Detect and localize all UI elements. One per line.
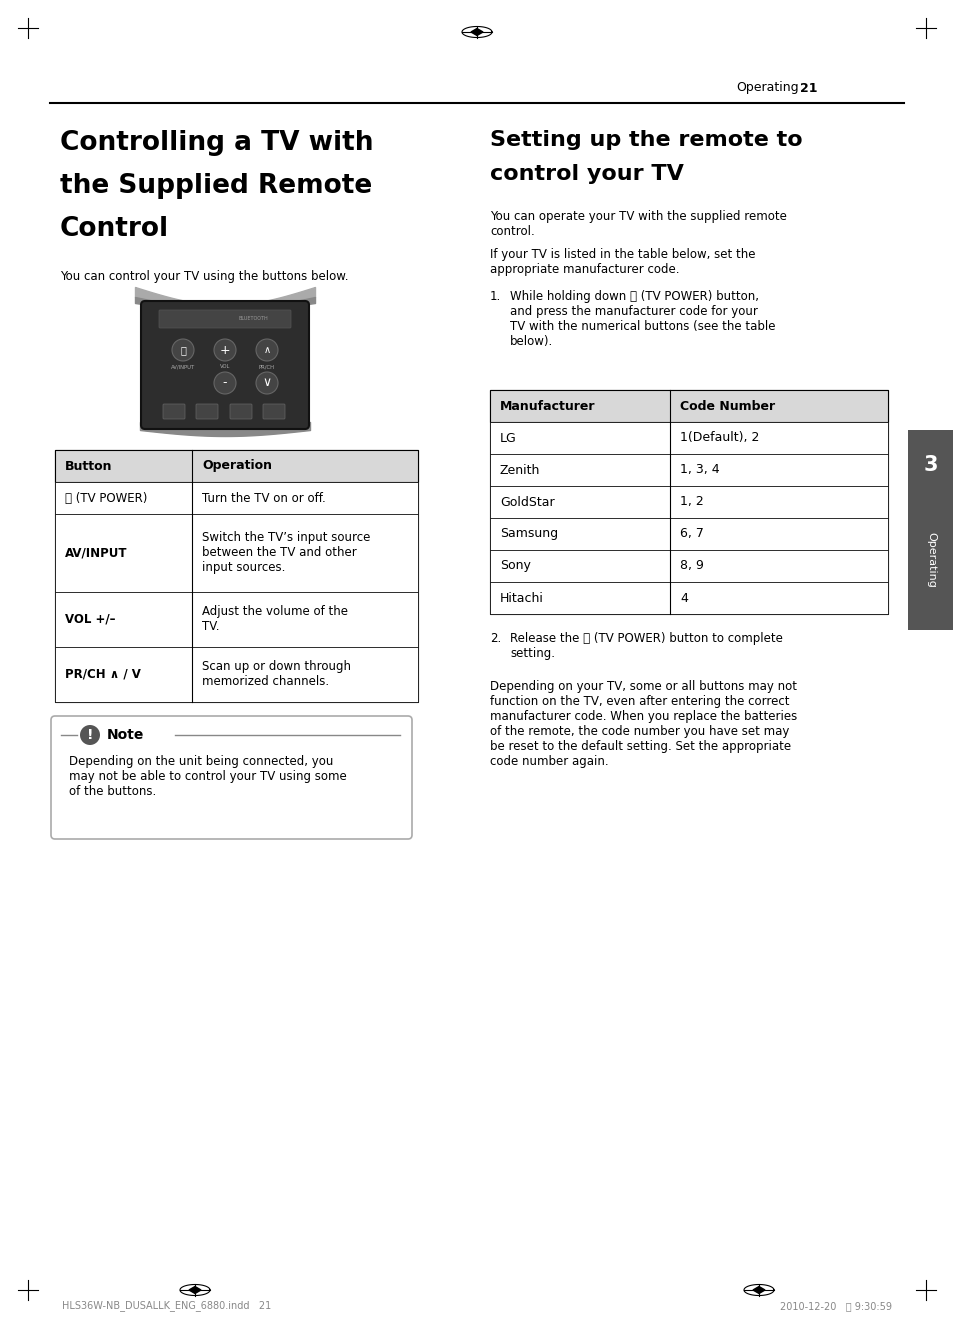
- Text: Button: Button: [65, 460, 112, 472]
- Text: Code Number: Code Number: [679, 399, 774, 413]
- Circle shape: [213, 339, 235, 361]
- Text: 1, 3, 4: 1, 3, 4: [679, 464, 719, 477]
- FancyBboxPatch shape: [141, 301, 309, 428]
- Bar: [490, 422, 887, 453]
- Text: Manufacturer: Manufacturer: [499, 399, 595, 413]
- Text: 1.: 1.: [490, 290, 500, 303]
- Text: 21: 21: [800, 82, 817, 95]
- FancyBboxPatch shape: [51, 716, 412, 840]
- Circle shape: [255, 372, 277, 394]
- Text: !: !: [87, 728, 93, 742]
- Text: 2.: 2.: [490, 633, 500, 645]
- Text: You can control your TV using the buttons below.: You can control your TV using the button…: [60, 270, 348, 283]
- Text: Switch the TV’s input source
between the TV and other
input sources.: Switch the TV’s input source between the…: [202, 531, 370, 575]
- Text: AV/INPUT: AV/INPUT: [171, 365, 195, 369]
- Text: HLS36W-NB_DUSALLK_ENG_6880.indd   21: HLS36W-NB_DUSALLK_ENG_6880.indd 21: [62, 1301, 271, 1311]
- Circle shape: [213, 372, 235, 394]
- Text: Turn the TV on or off.: Turn the TV on or off.: [202, 492, 325, 505]
- Polygon shape: [752, 1286, 764, 1293]
- Bar: [907, 430, 953, 630]
- Text: You can operate your TV with the supplied remote
control.: You can operate your TV with the supplie…: [490, 210, 786, 239]
- FancyBboxPatch shape: [230, 405, 252, 419]
- Bar: [55, 514, 417, 592]
- Text: Operation: Operation: [202, 460, 272, 472]
- Text: VOL +/–: VOL +/–: [65, 613, 115, 626]
- Text: VOL: VOL: [219, 365, 230, 369]
- Text: +: +: [219, 344, 230, 356]
- Text: Operating: Operating: [925, 532, 935, 588]
- Text: 8, 9: 8, 9: [679, 560, 703, 572]
- Polygon shape: [189, 1286, 201, 1293]
- Text: Depending on your TV, some or all buttons may not
function on the TV, even after: Depending on your TV, some or all button…: [490, 680, 797, 768]
- Text: 1, 2: 1, 2: [679, 496, 703, 509]
- FancyBboxPatch shape: [195, 405, 218, 419]
- Text: LG: LG: [499, 431, 517, 444]
- Text: control your TV: control your TV: [490, 163, 683, 185]
- Bar: [55, 449, 417, 702]
- Text: ⓧ (TV POWER): ⓧ (TV POWER): [65, 492, 147, 505]
- Text: Control: Control: [60, 216, 169, 243]
- Bar: [490, 486, 887, 518]
- Text: Setting up the remote to: Setting up the remote to: [490, 130, 801, 150]
- Text: GoldStar: GoldStar: [499, 496, 554, 509]
- Bar: [55, 449, 417, 482]
- Text: ∨: ∨: [262, 377, 272, 390]
- Bar: [490, 390, 887, 614]
- Text: ⏻: ⏻: [180, 345, 186, 355]
- Text: Operating: Operating: [735, 82, 798, 95]
- Bar: [490, 518, 887, 550]
- Text: Release the ⓧ (TV POWER) button to complete
setting.: Release the ⓧ (TV POWER) button to compl…: [510, 633, 782, 660]
- Bar: [490, 583, 887, 614]
- Text: Adjust the volume of the
TV.: Adjust the volume of the TV.: [202, 605, 348, 633]
- Text: PR/CH ∧ / V: PR/CH ∧ / V: [65, 667, 141, 680]
- Text: 2010-12-20   前 9:30:59: 2010-12-20 前 9:30:59: [780, 1301, 891, 1311]
- Text: -: -: [222, 377, 227, 390]
- Text: Note: Note: [107, 728, 144, 742]
- Circle shape: [255, 339, 277, 361]
- Bar: [490, 390, 887, 422]
- Text: Scan up or down through
memorized channels.: Scan up or down through memorized channe…: [202, 660, 351, 688]
- Text: Sony: Sony: [499, 560, 530, 572]
- Text: Hitachi: Hitachi: [499, 592, 543, 605]
- FancyBboxPatch shape: [263, 405, 285, 419]
- Text: Samsung: Samsung: [499, 527, 558, 540]
- Text: 3: 3: [923, 455, 937, 474]
- Text: 6, 7: 6, 7: [679, 527, 703, 540]
- Bar: [490, 550, 887, 583]
- Text: Depending on the unit being connected, you
may not be able to control your TV us: Depending on the unit being connected, y…: [69, 755, 346, 797]
- Bar: [490, 453, 887, 486]
- Bar: [55, 482, 417, 514]
- Bar: [55, 647, 417, 702]
- FancyBboxPatch shape: [159, 310, 291, 328]
- Circle shape: [80, 725, 100, 745]
- Circle shape: [172, 339, 193, 361]
- Text: While holding down ⓧ (TV POWER) button,
and press the manufacturer code for your: While holding down ⓧ (TV POWER) button, …: [510, 290, 775, 348]
- Bar: [55, 592, 417, 647]
- Text: AV/INPUT: AV/INPUT: [65, 547, 128, 560]
- Text: PR/CH: PR/CH: [258, 365, 274, 369]
- Text: 1(Default), 2: 1(Default), 2: [679, 431, 759, 444]
- Text: 4: 4: [679, 592, 687, 605]
- Text: Zenith: Zenith: [499, 464, 539, 477]
- Text: ∧: ∧: [263, 345, 271, 355]
- Text: If your TV is listed in the table below, set the
appropriate manufacturer code.: If your TV is listed in the table below,…: [490, 248, 755, 275]
- Text: BLUETOOTH: BLUETOOTH: [238, 316, 268, 322]
- FancyBboxPatch shape: [163, 405, 185, 419]
- Polygon shape: [471, 29, 482, 36]
- Text: Controlling a TV with: Controlling a TV with: [60, 130, 374, 156]
- Text: the Supplied Remote: the Supplied Remote: [60, 173, 372, 199]
